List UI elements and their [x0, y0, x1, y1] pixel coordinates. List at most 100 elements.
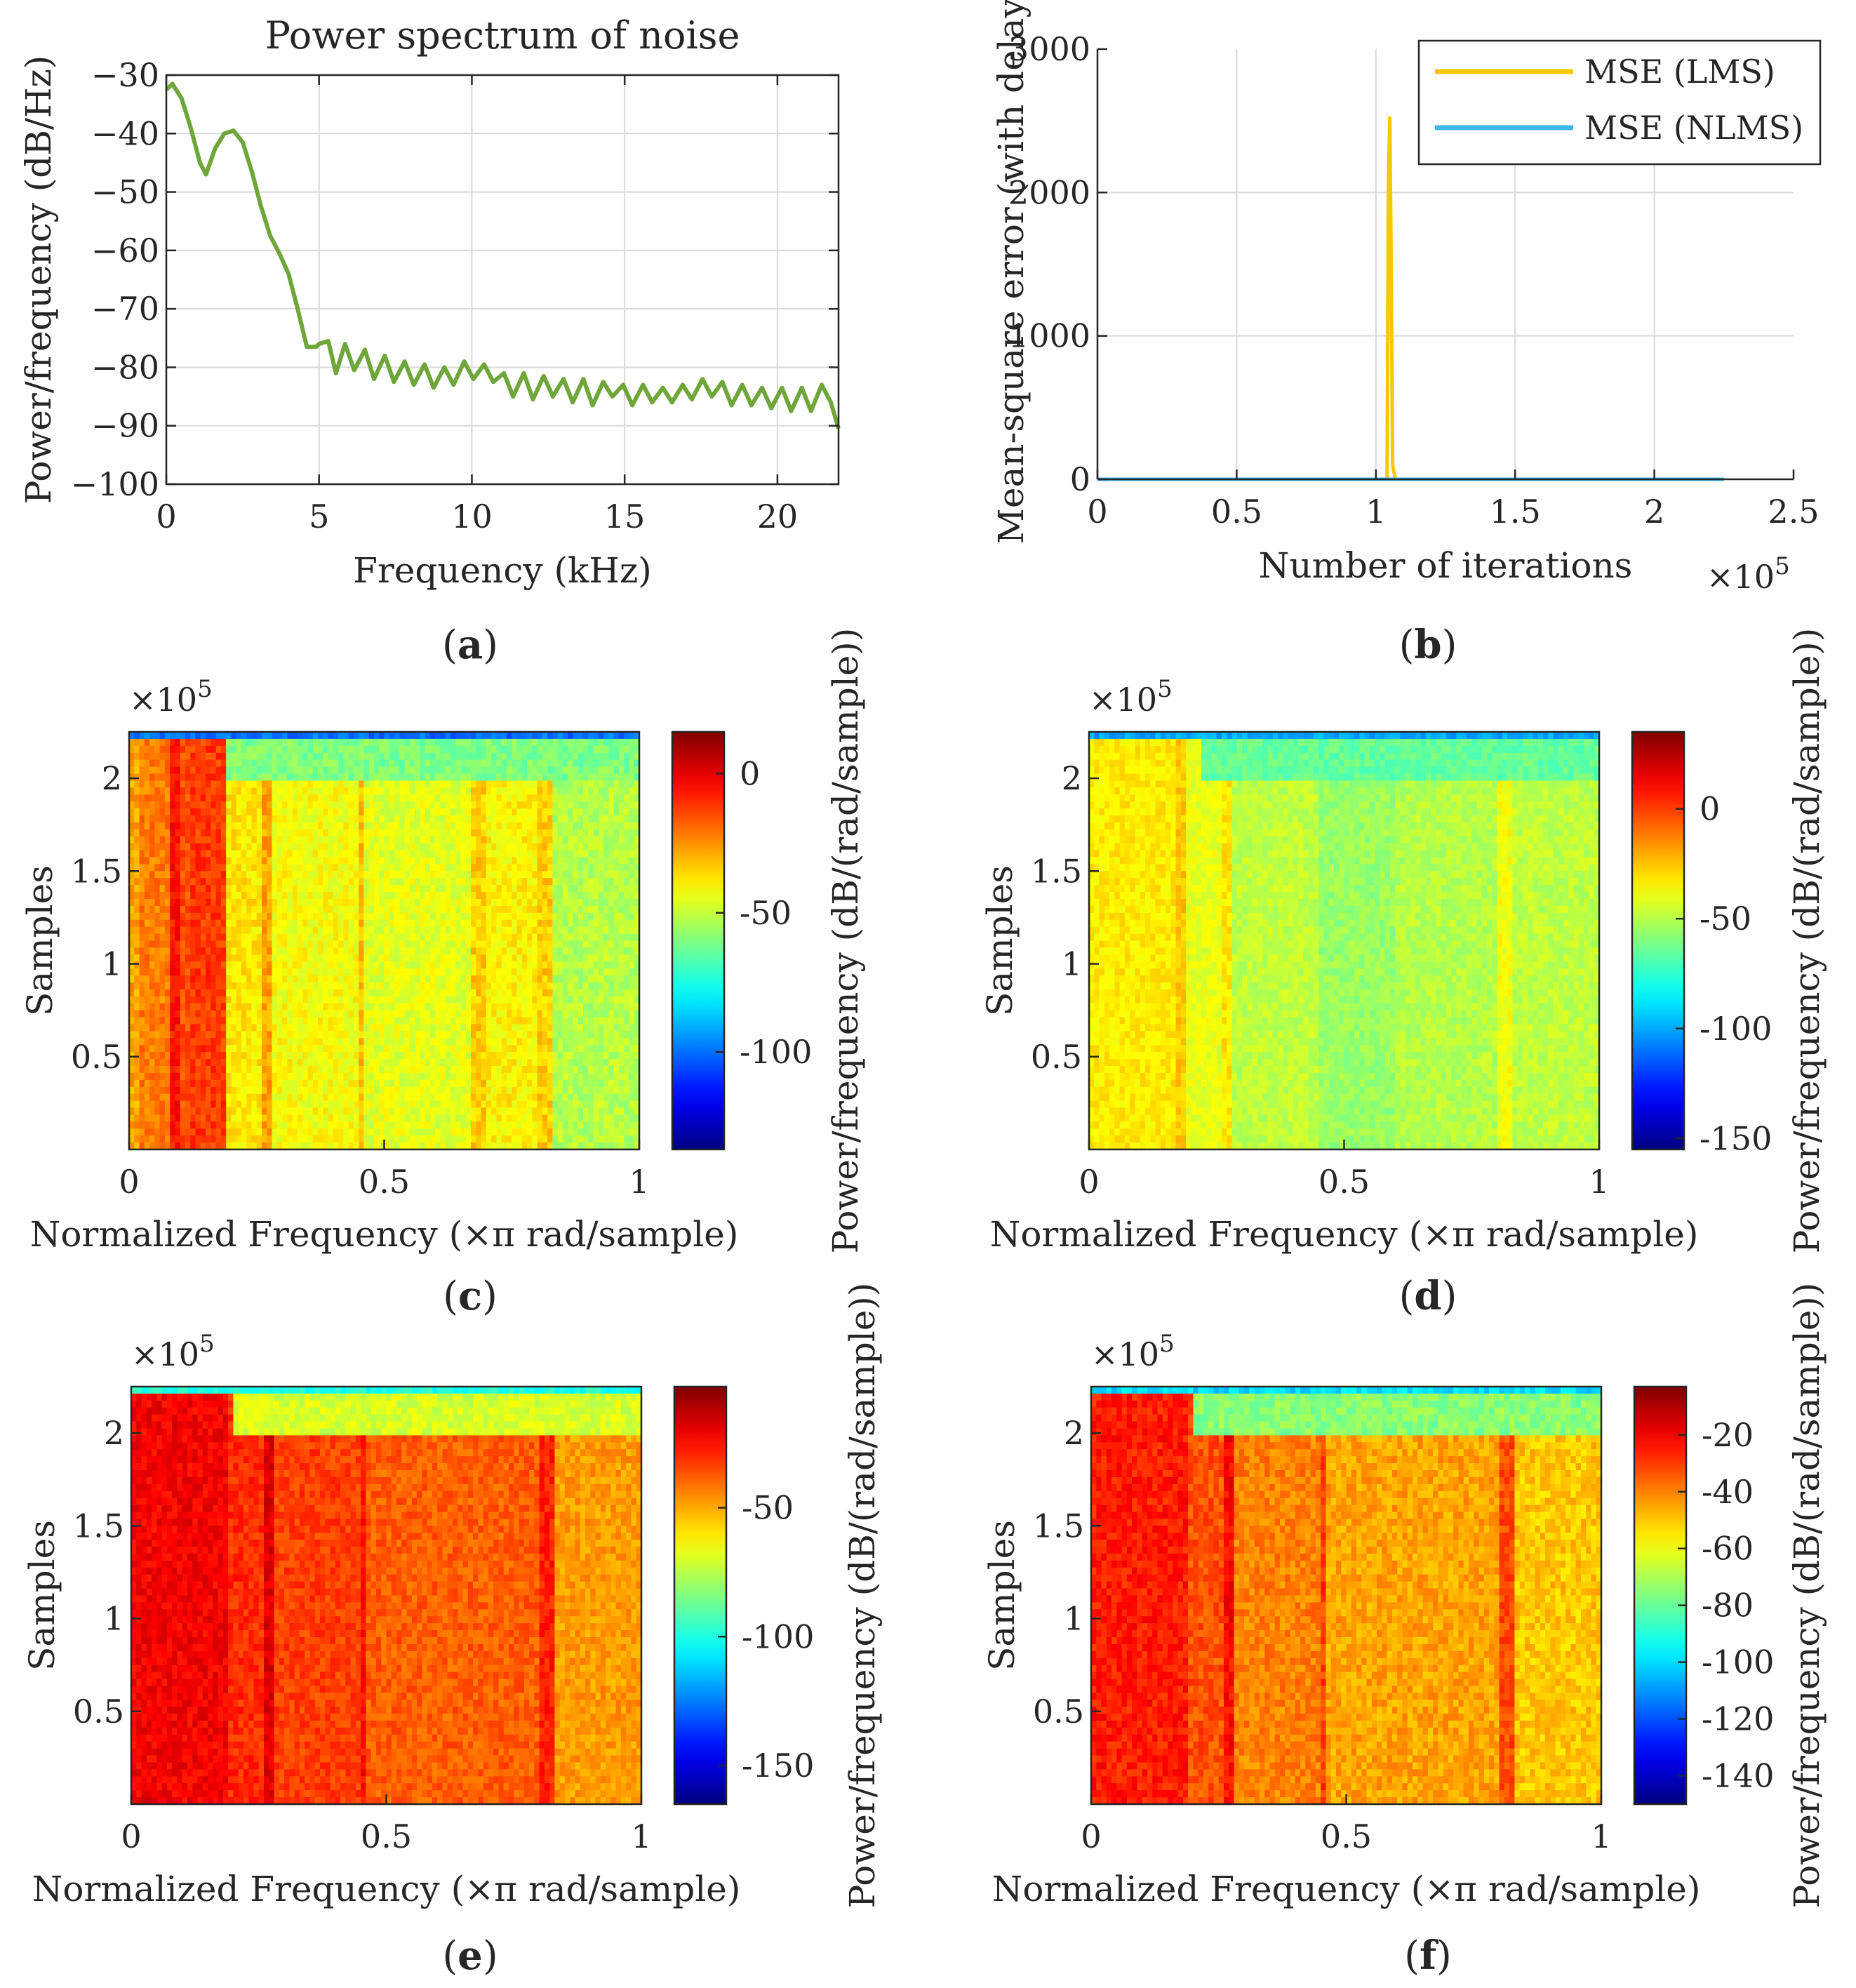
heatmap-cell — [363, 780, 369, 788]
heatmap-cell — [446, 815, 451, 823]
heatmap-cell — [578, 787, 584, 795]
heatmap-cell — [624, 739, 629, 747]
heatmap-cell — [196, 815, 201, 823]
heatmap-cell — [216, 774, 222, 782]
heatmap-cell — [430, 815, 436, 823]
heatmap-cell — [359, 780, 364, 788]
heatmap-cell — [201, 787, 206, 795]
heatmap-cell — [619, 774, 625, 782]
heatmap-cell — [206, 767, 211, 775]
heatmap-cell — [532, 746, 538, 754]
heatmap-cell — [507, 767, 512, 775]
heatmap-cell — [221, 746, 227, 754]
heatmap-cell — [517, 767, 523, 775]
heatmap-cell — [359, 760, 364, 768]
heatmap-cell — [446, 760, 451, 768]
heatmap-cell — [420, 732, 425, 740]
heatmap-cell — [578, 767, 584, 775]
heatmap-cell — [231, 787, 236, 795]
heatmap-cell — [394, 732, 400, 740]
heatmap-cell — [363, 774, 369, 782]
heatmap-cell — [221, 732, 227, 740]
heatmap-cell — [272, 739, 278, 747]
heatmap-cell — [160, 746, 166, 754]
heatmap-cell — [599, 774, 604, 782]
heatmap-cell — [190, 732, 196, 740]
heatmap-cell — [216, 753, 222, 761]
heatmap-cell — [415, 732, 420, 740]
x-tick-label: 20 — [757, 498, 799, 535]
heatmap-cell — [318, 739, 323, 747]
heatmap-cell — [599, 753, 604, 761]
heatmap-cell — [619, 787, 625, 795]
heatmap-cell — [272, 746, 278, 754]
heatmap-cell — [246, 746, 252, 754]
heatmap-cell — [532, 787, 538, 795]
heatmap-cell — [588, 746, 594, 754]
heatmap-cell — [145, 767, 150, 775]
heatmap-cell — [440, 808, 446, 816]
heatmap-cell — [170, 780, 175, 788]
heatmap-cell — [140, 780, 145, 788]
heatmap-cell — [425, 746, 431, 754]
heatmap-cell — [512, 732, 517, 740]
panel-label-b: (b) — [1399, 622, 1457, 668]
heatmap-cell — [257, 732, 262, 740]
heatmap-cell — [354, 801, 359, 809]
heatmap-cell — [323, 801, 328, 809]
heatmap-cell — [277, 732, 283, 740]
heatmap-cell — [257, 815, 262, 823]
heatmap-cell — [221, 739, 227, 747]
heatmap-cell — [379, 739, 385, 747]
heatmap-cell — [538, 794, 543, 802]
heatmap-cell — [471, 753, 476, 761]
heatmap-cell — [466, 732, 472, 740]
heatmap-cell — [594, 787, 599, 795]
heatmap-cell — [512, 767, 517, 775]
heatmap-cell — [496, 780, 502, 788]
heatmap-cell — [440, 774, 446, 782]
heatmap-cell — [614, 732, 620, 740]
heatmap-cell — [201, 794, 206, 802]
heatmap-cell — [287, 732, 293, 740]
heatmap-cell — [328, 732, 334, 740]
heatmap-cell — [140, 808, 145, 816]
heatmap-cell — [323, 787, 328, 795]
heatmap-cell — [206, 774, 211, 782]
heatmap-cell — [262, 739, 267, 747]
heatmap-cell — [318, 753, 323, 761]
heatmap-cell — [563, 739, 568, 747]
heatmap-cell — [481, 815, 487, 823]
heatmap-cell — [206, 732, 211, 740]
heatmap-cell — [216, 801, 222, 809]
y-tick-label: −50 — [91, 173, 159, 211]
heatmap-cell — [302, 815, 308, 823]
heatmap-cell — [552, 780, 558, 788]
heatmap-cell — [251, 801, 257, 809]
heatmap-cell — [165, 760, 171, 768]
heatmap-cell — [588, 753, 594, 761]
heatmap-cell — [180, 753, 186, 761]
heatmap-cell — [486, 794, 492, 802]
heatmap-cell — [354, 767, 359, 775]
heatmap-cell — [573, 739, 578, 747]
heatmap-cell — [629, 780, 634, 788]
heatmap-cell — [293, 801, 298, 809]
heatmap-cell — [410, 808, 415, 816]
heatmap-cell — [410, 746, 415, 754]
heatmap-cell — [241, 801, 247, 809]
heatmap-cell — [583, 732, 589, 740]
heatmap-cell — [476, 767, 481, 775]
heatmap-cell — [614, 753, 620, 761]
heatmap-cell — [476, 739, 481, 747]
heatmap-cell — [379, 774, 385, 782]
heatmap-cell — [496, 760, 502, 768]
heatmap-cell — [608, 774, 614, 782]
heatmap-cell — [568, 808, 573, 816]
heatmap-cell — [374, 774, 380, 782]
heatmap-cell — [573, 774, 578, 782]
heatmap-cell — [583, 753, 589, 761]
heatmap-cell — [293, 753, 298, 761]
heatmap-cell — [614, 780, 620, 788]
heatmap-cell — [532, 774, 538, 782]
